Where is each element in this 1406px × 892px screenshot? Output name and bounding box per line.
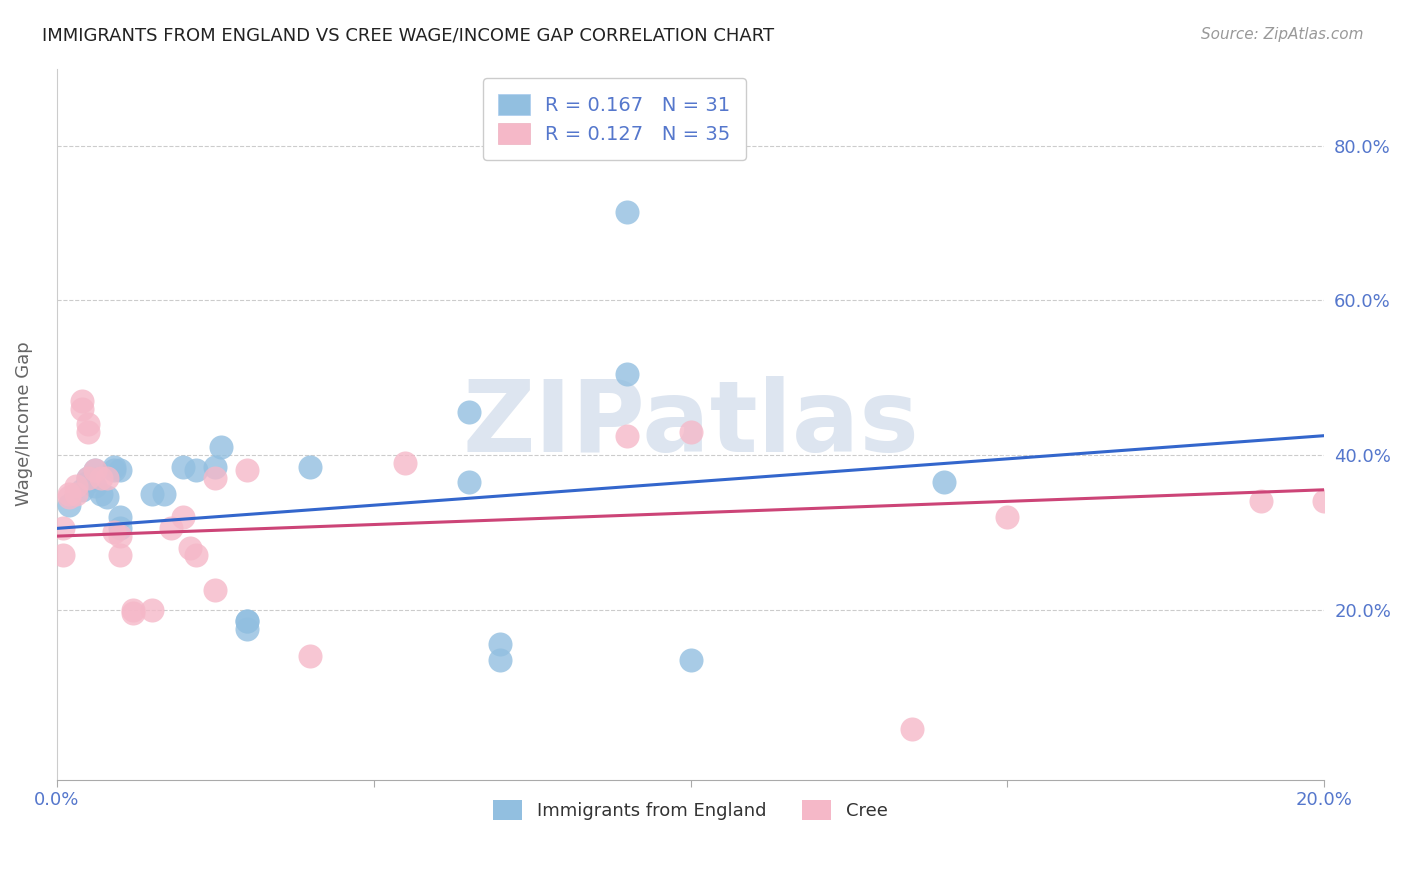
- Point: [121, 602, 143, 616]
- Point: [90, 471, 112, 485]
- Point: [1313, 494, 1336, 508]
- Point: [236, 614, 259, 628]
- Point: [108, 521, 131, 535]
- Point: [932, 475, 955, 489]
- Text: Source: ZipAtlas.com: Source: ZipAtlas.com: [1201, 27, 1364, 42]
- Point: [159, 521, 181, 535]
- Point: [901, 723, 924, 737]
- Point: [77, 475, 100, 489]
- Point: [141, 602, 163, 616]
- Point: [103, 525, 125, 540]
- Point: [65, 486, 87, 500]
- Point: [83, 463, 105, 477]
- Point: [679, 425, 702, 439]
- Point: [70, 393, 93, 408]
- Point: [52, 549, 75, 563]
- Point: [121, 607, 143, 621]
- Y-axis label: Wage/Income Gap: Wage/Income Gap: [15, 342, 32, 507]
- Point: [204, 583, 226, 598]
- Point: [489, 637, 512, 651]
- Point: [997, 509, 1019, 524]
- Point: [103, 463, 125, 477]
- Point: [96, 471, 118, 485]
- Point: [77, 471, 100, 485]
- Point: [394, 456, 416, 470]
- Legend: Immigrants from England, Cree: Immigrants from England, Cree: [479, 786, 903, 835]
- Point: [184, 463, 207, 477]
- Point: [457, 475, 479, 489]
- Point: [204, 459, 226, 474]
- Point: [103, 459, 125, 474]
- Point: [65, 479, 87, 493]
- Point: [77, 425, 100, 439]
- Point: [108, 549, 131, 563]
- Point: [236, 622, 259, 636]
- Point: [153, 486, 176, 500]
- Point: [108, 529, 131, 543]
- Point: [236, 463, 259, 477]
- Text: IMMIGRANTS FROM ENGLAND VS CREE WAGE/INCOME GAP CORRELATION CHART: IMMIGRANTS FROM ENGLAND VS CREE WAGE/INC…: [42, 27, 775, 45]
- Point: [90, 486, 112, 500]
- Text: ZIPatlas: ZIPatlas: [463, 376, 920, 473]
- Point: [179, 541, 201, 555]
- Point: [1250, 494, 1272, 508]
- Point: [70, 401, 93, 416]
- Point: [58, 491, 80, 505]
- Point: [77, 417, 100, 431]
- Point: [83, 463, 105, 477]
- Point: [108, 509, 131, 524]
- Point: [209, 440, 232, 454]
- Point: [58, 486, 80, 500]
- Point: [489, 653, 512, 667]
- Point: [679, 653, 702, 667]
- Point: [299, 648, 322, 663]
- Point: [184, 549, 207, 563]
- Point: [236, 614, 259, 628]
- Point: [616, 367, 638, 381]
- Point: [83, 479, 105, 493]
- Point: [204, 471, 226, 485]
- Point: [70, 483, 93, 497]
- Point: [52, 521, 75, 535]
- Point: [172, 509, 194, 524]
- Point: [141, 486, 163, 500]
- Point: [108, 463, 131, 477]
- Point: [77, 471, 100, 485]
- Point: [299, 459, 322, 474]
- Point: [172, 459, 194, 474]
- Point: [457, 405, 479, 419]
- Point: [96, 491, 118, 505]
- Point: [616, 204, 638, 219]
- Point: [616, 428, 638, 442]
- Point: [58, 498, 80, 512]
